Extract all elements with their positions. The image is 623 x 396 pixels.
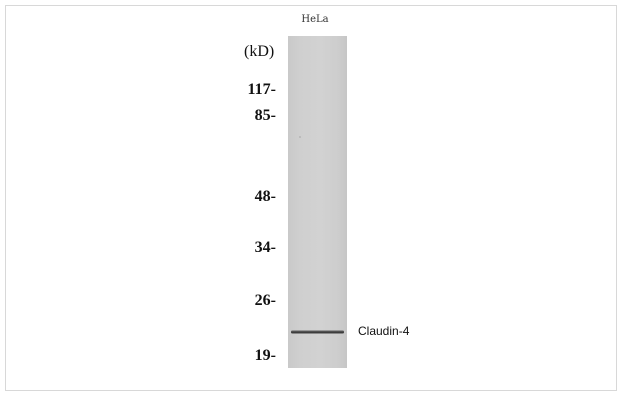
marker-85: 85- [254, 107, 276, 124]
lane-speck [299, 136, 301, 138]
lane-label: HeLa [301, 14, 329, 25]
band-label: Claudin-4 [358, 324, 410, 338]
marker-26: 26- [254, 292, 276, 309]
blot-lane [288, 36, 347, 368]
marker-48: 48- [254, 188, 276, 205]
molecular-weight-unit: (kD) [244, 43, 275, 60]
protein-band [291, 330, 344, 334]
marker-117: 117- [247, 81, 276, 98]
marker-34: 34- [254, 239, 276, 256]
marker-19: 19- [254, 347, 276, 364]
